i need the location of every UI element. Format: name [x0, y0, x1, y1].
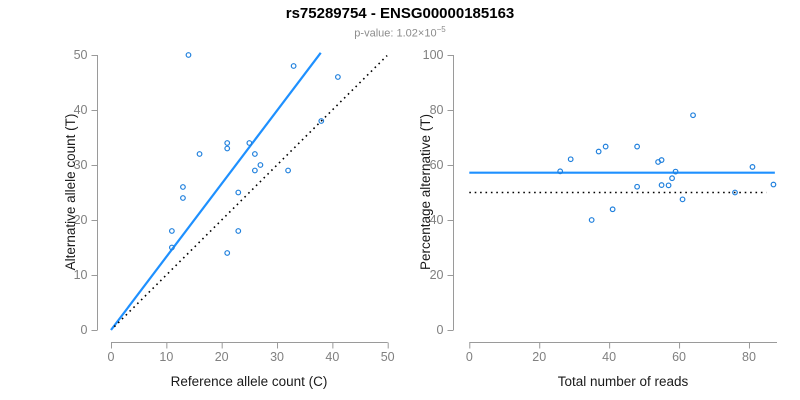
left-y-axis-title: Alternative allele count (T) [63, 113, 78, 271]
data-point [655, 159, 661, 165]
y-tick-label: 40 [430, 213, 444, 227]
data-point [665, 182, 672, 189]
y-tick-label: 30 [74, 158, 88, 172]
data-point [588, 217, 595, 223]
y-tick-label: 40 [74, 103, 88, 117]
chart-title: rs75289754 - ENSG00000185163 [285, 5, 515, 22]
x-tick-label: 80 [742, 350, 756, 364]
x-tick-label: 0 [108, 350, 115, 364]
data-point [235, 189, 242, 196]
data-point [168, 244, 175, 251]
data-point [770, 181, 777, 188]
data-point [669, 175, 675, 182]
data-point [690, 112, 696, 119]
data-point [318, 118, 325, 124]
data-point [235, 228, 242, 234]
x-tick-label: 30 [270, 350, 284, 364]
data-point [732, 189, 738, 196]
p-value-subtitle: p-value: 1.02×10−5 [0, 25, 800, 40]
y-tick-label: 100 [423, 48, 444, 62]
data-point [334, 74, 341, 80]
panel-percentage-vs-coverage: 0 20 40 60 80 100 0 20 40 60 80 [423, 48, 777, 364]
y-tick-label: 20 [74, 213, 88, 227]
data-point [224, 250, 231, 256]
data-point [557, 168, 564, 175]
y-tick-label: 60 [430, 158, 444, 172]
data-point [257, 162, 264, 168]
data-point [285, 167, 291, 174]
left-x-axis-title: Reference allele count (C) [170, 374, 328, 389]
x-tick-label: 40 [325, 350, 339, 364]
x-tick-label: 60 [672, 350, 686, 364]
panel-allele-counts: 0 10 20 30 40 50 0 10 20 30 40 50 [74, 48, 395, 364]
data-point [180, 184, 186, 190]
x-tick-label: 20 [215, 350, 229, 364]
data-point [679, 196, 686, 203]
y-tick-label: 20 [430, 268, 444, 282]
x-tick-label: 40 [602, 350, 616, 364]
x-tick-label: 20 [532, 350, 546, 364]
data-point [567, 156, 574, 163]
data-point [609, 206, 616, 213]
data-point [634, 183, 641, 190]
data-point [224, 145, 231, 152]
data-point [672, 168, 679, 175]
data-point [168, 228, 175, 234]
fit-line [110, 52, 322, 331]
p-value-text: p-value: 1.02×10 [354, 27, 437, 40]
data-point [180, 195, 186, 201]
y-tick-label: 10 [74, 268, 88, 282]
y-tick-label: 80 [430, 103, 444, 117]
data-point [251, 151, 258, 157]
data-point [595, 148, 602, 155]
x-tick-label: 0 [466, 350, 473, 364]
data-point [290, 63, 297, 69]
y-tick-label: 0 [81, 323, 88, 337]
data-point [658, 182, 665, 188]
x-tick-label: 50 [381, 350, 395, 364]
x-tick-label: 10 [159, 350, 173, 364]
y-tick-label: 0 [437, 323, 444, 337]
data-point [185, 52, 192, 58]
data-point [246, 140, 253, 146]
data-point [196, 151, 203, 157]
y-tick-label: 50 [74, 48, 88, 62]
data-point [749, 164, 756, 170]
identity-line [113, 54, 388, 328]
p-value-exponent: −5 [436, 25, 446, 34]
data-point [634, 143, 641, 150]
data-point [224, 140, 231, 146]
data-point [251, 167, 258, 174]
right-y-axis-title: Percentage alternative (T) [418, 113, 433, 271]
data-point [602, 143, 609, 150]
right-x-axis-title: Total number of reads [557, 374, 689, 389]
